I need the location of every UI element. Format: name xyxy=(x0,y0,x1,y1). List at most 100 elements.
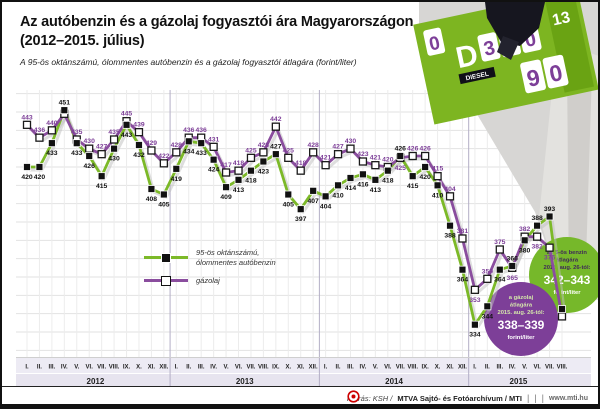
gazolaj-line-swatch-icon xyxy=(144,276,188,287)
data-point-marker xyxy=(147,185,156,193)
value-label: 407 xyxy=(307,198,319,205)
value-label: 432 xyxy=(133,152,145,159)
value-label: 431 xyxy=(208,136,220,143)
value-label: 419 xyxy=(171,176,183,183)
value-label: 430 xyxy=(108,156,120,163)
month-tick-label: VI. xyxy=(384,365,392,371)
value-label: 405 xyxy=(158,202,170,209)
value-label: 334 xyxy=(469,332,481,339)
month-tick-label: X. xyxy=(285,365,291,371)
benzin-bubble-line2: átlagára xyxy=(556,258,579,264)
value-label: 359 xyxy=(482,268,494,275)
value-label: 433 xyxy=(46,150,58,157)
title-line2: (2012–2015. július) xyxy=(20,32,145,49)
legend-item-gazolaj: gázolaj xyxy=(144,276,314,287)
data-point-marker xyxy=(458,265,467,274)
data-point-marker xyxy=(334,181,342,190)
month-tick-label: V. xyxy=(373,365,378,371)
benzin-bubble-line3: 2015. aug. 26-tól: xyxy=(543,265,590,271)
value-label: 420 xyxy=(34,174,46,181)
month-tick-label: III. xyxy=(198,365,205,371)
value-label: 442 xyxy=(270,116,282,123)
data-point-marker xyxy=(85,152,94,160)
month-tick-label: V. xyxy=(522,365,527,371)
value-label: 424 xyxy=(208,167,220,174)
board-digit: 9 xyxy=(524,64,542,92)
data-point-marker xyxy=(470,285,480,294)
gazolaj-bubble-value: 338–339 xyxy=(498,318,545,332)
value-label: 418 xyxy=(382,178,394,185)
value-label: 409 xyxy=(220,194,232,201)
value-label: 415 xyxy=(432,166,444,173)
value-label: 393 xyxy=(544,206,556,213)
data-point-marker xyxy=(85,144,94,153)
value-label: 381 xyxy=(457,228,469,235)
month-tick-label: I. xyxy=(324,365,328,371)
value-label: 436 xyxy=(196,127,208,134)
value-label: 439 xyxy=(133,122,145,129)
data-point-marker xyxy=(321,192,330,201)
data-point-marker xyxy=(296,205,305,214)
chart-legend: 95-ös oktánszámú, ólommentes autóbenzin … xyxy=(144,248,314,295)
chart-series: 420 4204334514334264154304434324084054194… xyxy=(21,100,567,339)
value-label: 415 xyxy=(96,183,108,190)
month-tick-label: VI. xyxy=(86,365,94,371)
value-label: 423 xyxy=(357,151,369,158)
website-link[interactable]: www.mti.hu xyxy=(548,394,588,402)
data-point-marker xyxy=(321,161,330,170)
month-tick-label: III. xyxy=(49,365,56,371)
data-point-marker xyxy=(309,186,318,195)
gazolaj-bubble-unit: forint/liter xyxy=(507,335,535,341)
data-point-marker xyxy=(271,150,280,159)
value-label: 420 xyxy=(21,174,33,181)
value-label: 405 xyxy=(283,202,295,209)
year-label: 2015 xyxy=(510,377,528,386)
month-tick-label: VIII. xyxy=(258,365,269,371)
value-label: 420 xyxy=(382,157,394,164)
data-point-marker xyxy=(122,120,131,129)
month-tick-label: VIII. xyxy=(407,365,418,371)
value-label: 420 xyxy=(419,174,431,181)
month-tick-label: IX. xyxy=(123,365,131,371)
data-point-marker xyxy=(408,172,417,181)
month-tick-label: V. xyxy=(74,365,79,371)
month-tick-label: XI. xyxy=(148,365,156,371)
board-digit: 3 xyxy=(482,37,497,61)
value-label: 430 xyxy=(84,138,96,145)
month-tick-label: IV. xyxy=(509,365,516,371)
value-label: 404 xyxy=(444,186,456,193)
value-label: 413 xyxy=(233,187,245,194)
gazolaj-bubble-line2: átlagára xyxy=(510,303,533,309)
month-tick-label: VII. xyxy=(545,365,554,371)
data-point-marker xyxy=(483,302,492,311)
data-point-marker xyxy=(359,170,367,179)
data-point-marker xyxy=(35,163,44,171)
data-point-marker xyxy=(97,172,106,181)
value-label: 425 xyxy=(395,165,407,172)
benzin-bubble-unit: forint/liter xyxy=(553,290,581,296)
value-label: 417 xyxy=(220,162,232,169)
value-label: 414 xyxy=(345,185,357,192)
value-label: 365 xyxy=(507,275,519,282)
data-point-marker xyxy=(35,133,44,142)
data-point-marker xyxy=(135,141,143,149)
series-line xyxy=(27,108,564,327)
data-point-marker xyxy=(420,151,430,161)
value-label: 445 xyxy=(121,111,133,118)
month-tick-label: VI. xyxy=(533,365,541,371)
data-point-marker xyxy=(483,274,492,283)
value-label: 425 xyxy=(245,147,257,154)
data-point-marker xyxy=(284,153,293,162)
data-point-marker xyxy=(97,150,106,159)
month-tick-label: VII. xyxy=(97,365,106,371)
data-point-marker xyxy=(222,183,230,192)
data-point-marker xyxy=(433,172,442,181)
data-point-marker xyxy=(234,166,243,175)
mti-logo-icon xyxy=(347,390,360,403)
data-point-marker xyxy=(433,181,442,190)
data-point-marker xyxy=(172,148,181,157)
data-point-marker xyxy=(72,139,81,148)
data-point-marker xyxy=(234,175,243,184)
